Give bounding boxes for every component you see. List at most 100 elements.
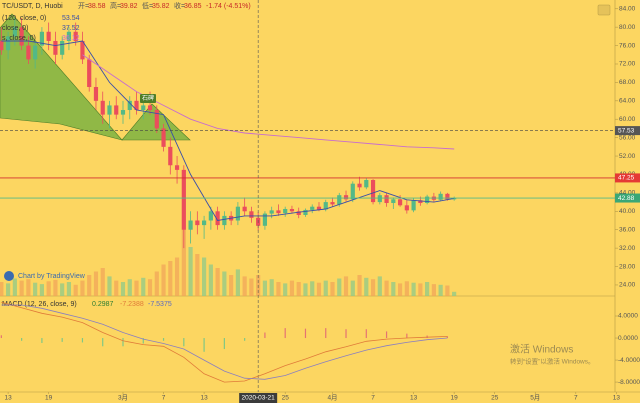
- candle-body: [337, 195, 342, 205]
- candle-body: [330, 202, 335, 205]
- pattern-label: 石碑: [142, 94, 154, 102]
- volume-bar: [120, 282, 126, 296]
- candle-body: [53, 40, 58, 55]
- volume-bar: [19, 280, 24, 296]
- candle-body: [87, 59, 92, 88]
- ohlc-label: 高=: [110, 1, 121, 10]
- candle-body: [222, 215, 227, 226]
- candle-body: [0, 40, 4, 51]
- candle-body: [33, 45, 38, 60]
- y-tick-label: 60.00: [619, 116, 636, 123]
- candle-body: [404, 205, 409, 211]
- price-tag-label: 42.88: [618, 195, 635, 202]
- candle-body: [161, 128, 166, 147]
- candle-body: [39, 31, 44, 46]
- volume-bar: [39, 284, 44, 296]
- candle-body: [215, 211, 220, 226]
- ohlc-label: 低=: [142, 1, 153, 10]
- candle-body: [46, 31, 51, 41]
- candle-body: [66, 31, 72, 41]
- ohlc-label: 收=: [174, 1, 185, 10]
- volume-bar: [242, 276, 247, 296]
- candle-body: [181, 169, 186, 230]
- volume-bar: [215, 268, 220, 296]
- volume-bar: [188, 247, 193, 296]
- macd-title: MACD (12, 26, close, 9): [2, 301, 77, 308]
- macd-legend-value: -7.2388: [120, 301, 144, 308]
- volume-bar: [66, 282, 72, 296]
- price-tag: [615, 193, 640, 203]
- y-tick-label: 68.00: [619, 79, 636, 86]
- indicator-value: 36.12: [62, 35, 80, 42]
- volume-bar: [100, 268, 105, 296]
- candle-body: [80, 40, 85, 60]
- volume-bar: [127, 279, 132, 296]
- x-tick-label: 13: [410, 395, 418, 402]
- volume-bar: [269, 279, 274, 296]
- y-tick-label: 80.00: [619, 24, 636, 31]
- candle-body: [195, 220, 200, 226]
- candle-body: [93, 87, 99, 101]
- pattern-tag: [140, 94, 156, 103]
- credit: Chart by TradingView: [18, 273, 86, 280]
- volume-bar: [87, 275, 92, 296]
- volume-bar: [357, 275, 362, 296]
- ohlc-value: 39.82: [120, 3, 138, 10]
- macd-y-tick-label: -4.0000: [618, 357, 640, 364]
- volume-bar: [343, 276, 349, 296]
- volume-bar: [289, 280, 295, 296]
- change: -1.74 (-4.51%): [206, 3, 251, 10]
- candle-body: [391, 199, 396, 204]
- candle-body: [168, 146, 173, 166]
- volume-bar: [438, 284, 443, 296]
- y-tick-label: 36.00: [619, 226, 636, 233]
- watermark: 激活 Windows: [510, 343, 573, 356]
- volume-bar: [316, 282, 322, 296]
- volume-bar: [337, 278, 342, 296]
- volume-bar: [303, 283, 308, 296]
- volume-bar: [384, 280, 389, 296]
- volume-bar: [0, 282, 4, 296]
- candle-body: [202, 220, 207, 226]
- candle-body: [127, 100, 132, 111]
- candle-body: [19, 27, 24, 46]
- x-tick-label: 7: [162, 395, 166, 402]
- x-tick-label: 13: [200, 395, 208, 402]
- candle-body: [120, 110, 126, 115]
- ohlc-value: 38.58: [88, 3, 106, 10]
- volume-bar: [276, 282, 281, 296]
- volume-bar: [222, 271, 227, 296]
- volume-bar: [391, 282, 396, 296]
- volume-bar: [377, 276, 382, 296]
- candle-body: [100, 100, 105, 115]
- volume-bar: [208, 264, 213, 296]
- candle-body: [208, 211, 213, 221]
- macd-legend-value: 0.2987: [92, 301, 114, 308]
- candle-body: [377, 195, 382, 203]
- candle-body: [12, 27, 17, 37]
- macd-line: [1, 301, 448, 383]
- indicator-name: (120, close, 0): [2, 15, 46, 22]
- volume-bar: [445, 285, 450, 296]
- candle-body: [242, 206, 247, 212]
- volume-bar: [452, 291, 457, 296]
- volume-bar: [174, 257, 180, 296]
- y-tick-label: 52.00: [619, 153, 636, 160]
- moving-average: [1, 40, 455, 221]
- volume-bar: [364, 277, 369, 296]
- candle-body: [26, 45, 31, 60]
- volume-bar: [114, 280, 119, 296]
- indicator-value: 53.54: [62, 15, 80, 22]
- x-tick-label: 19: [45, 395, 53, 402]
- volume-bar: [147, 279, 153, 296]
- y-tick-label: 64.00: [619, 98, 636, 105]
- volume-bar: [330, 282, 335, 296]
- screenshot-button[interactable]: [597, 4, 611, 16]
- y-tick-label: 40.00: [619, 208, 636, 215]
- candle-body: [364, 179, 369, 188]
- candle-body: [445, 193, 450, 200]
- price-tag: [615, 173, 640, 183]
- price-tag: [615, 126, 640, 136]
- volume-bar: [411, 282, 416, 296]
